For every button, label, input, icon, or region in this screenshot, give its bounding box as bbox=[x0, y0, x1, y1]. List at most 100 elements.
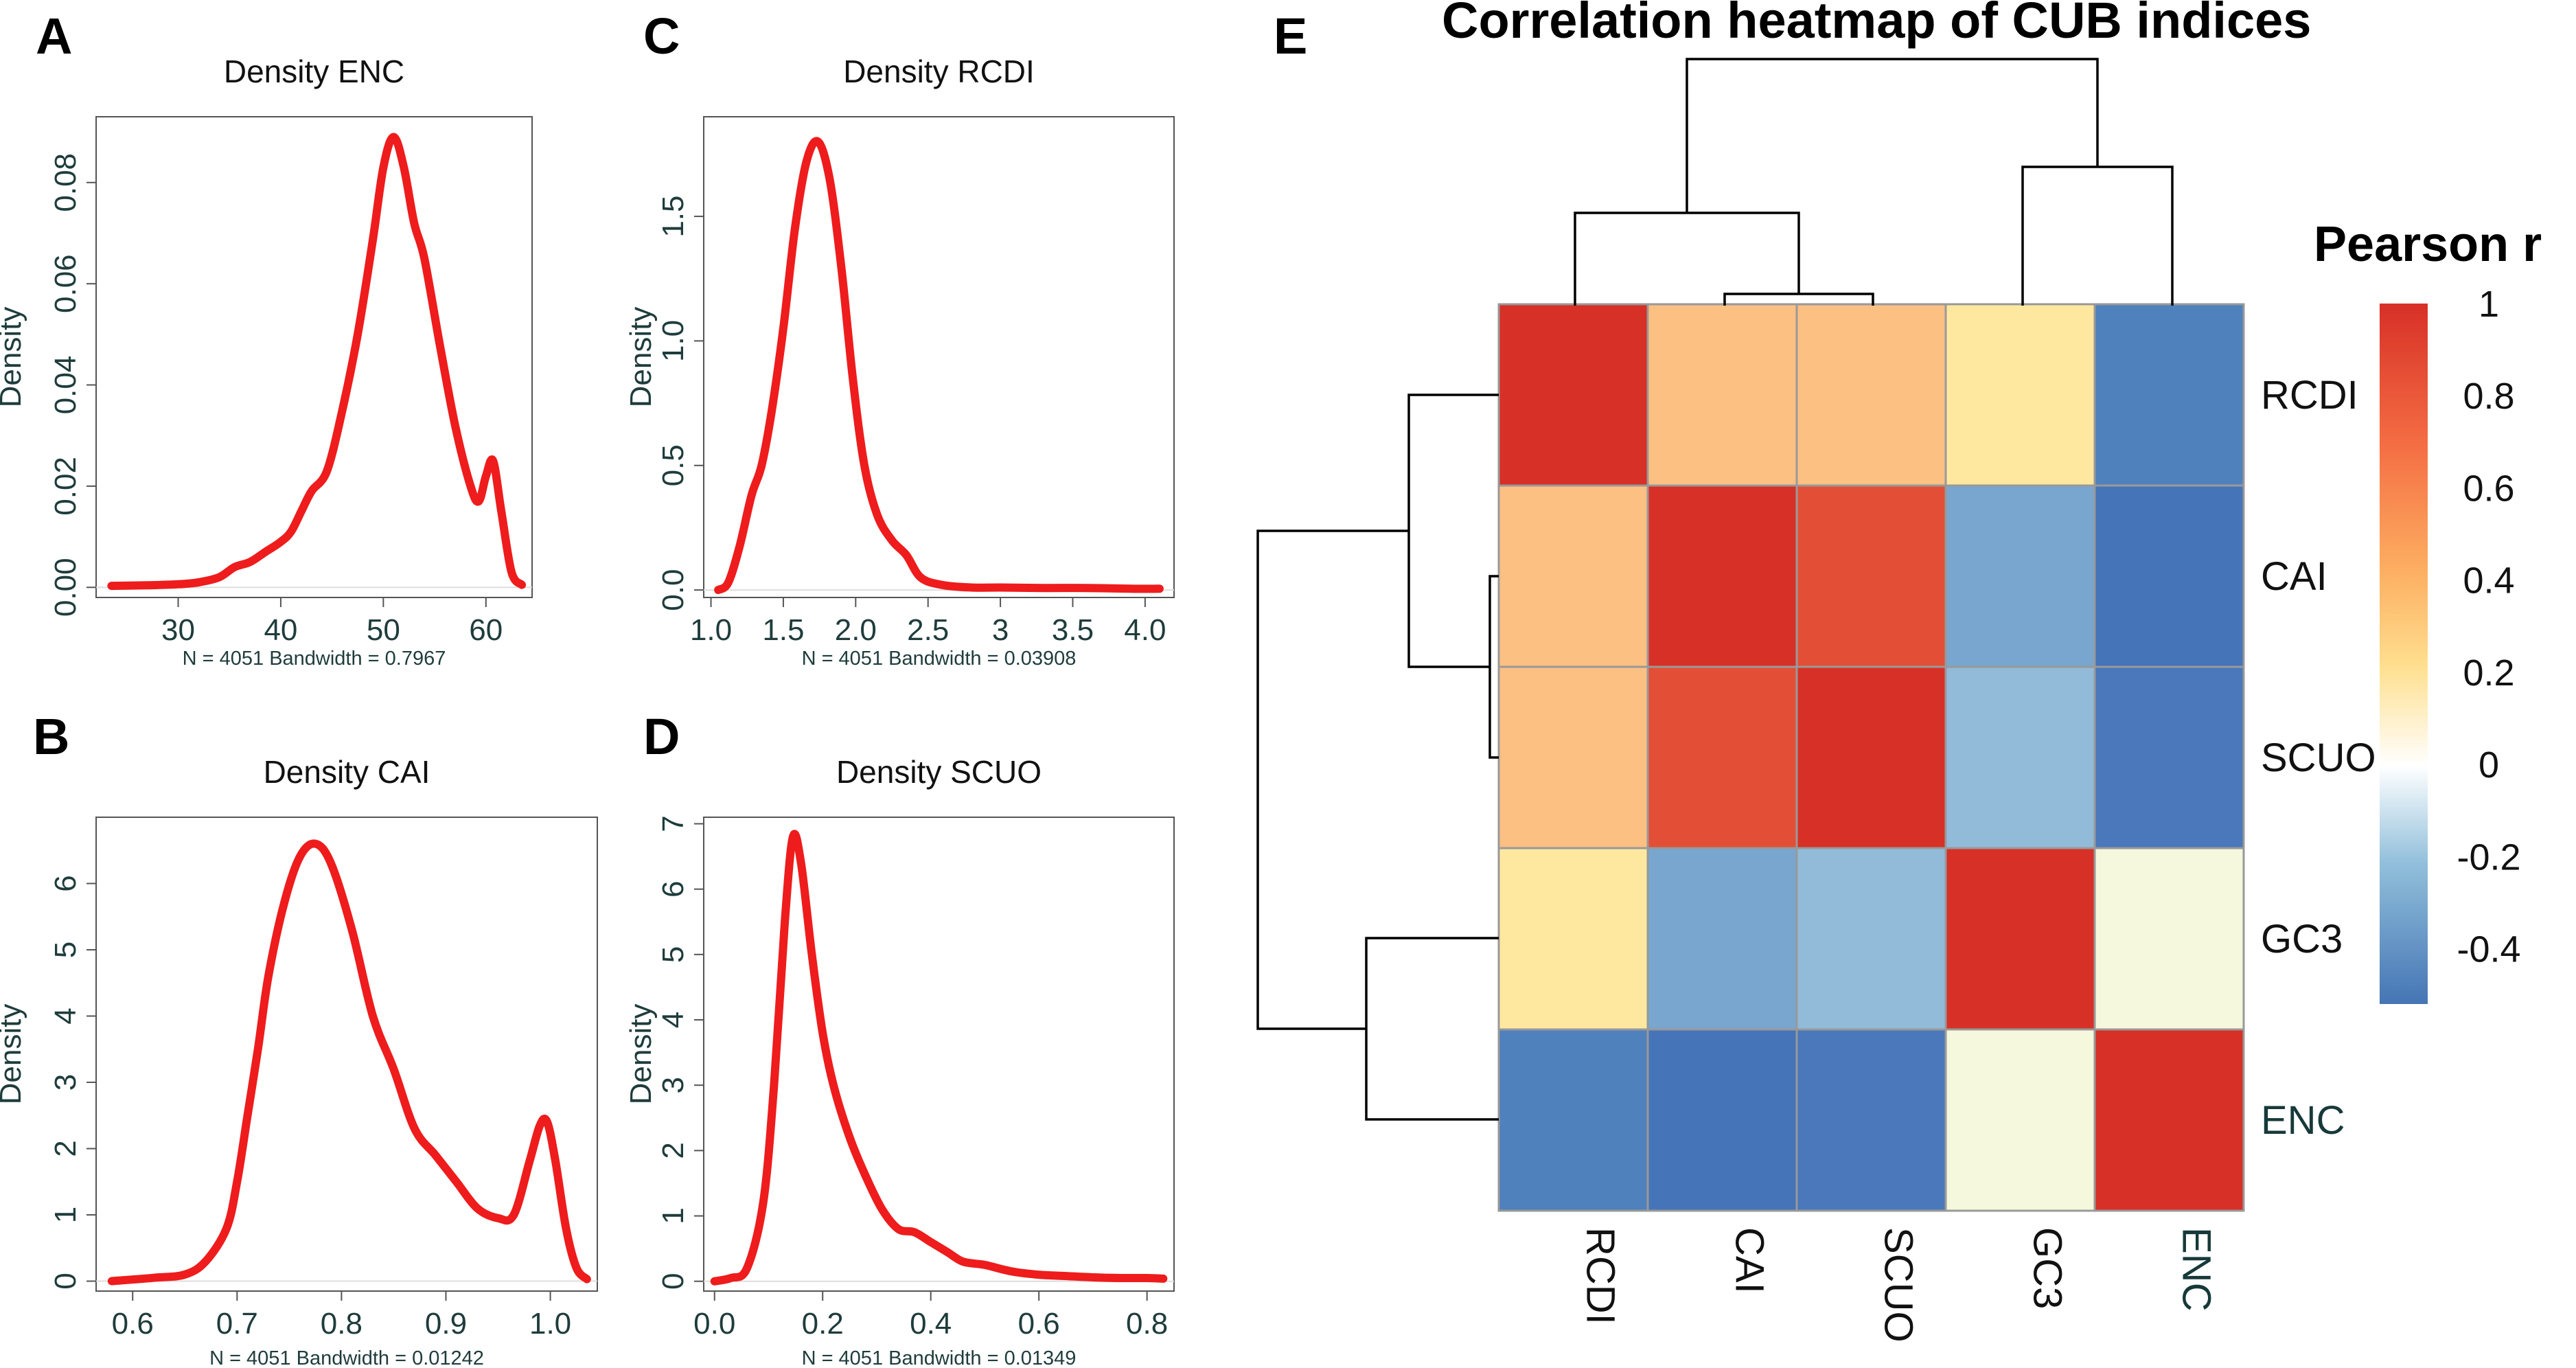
pd-ylabel: Density bbox=[624, 1004, 658, 1105]
pc-ytick-label: 0.5 bbox=[656, 444, 690, 486]
pc-ytick-label: 1.5 bbox=[656, 195, 690, 237]
row-dendro-cai-scuo bbox=[1488, 575, 1499, 759]
row-dendro-gc3-enc bbox=[1365, 937, 1499, 1121]
heatmap-cell-cai-scuo bbox=[1795, 484, 1947, 668]
panel-label-a: A bbox=[36, 8, 72, 65]
panel-label-b: B bbox=[33, 708, 69, 765]
pc-xtick-label: 2.0 bbox=[835, 613, 877, 647]
legend-colorbar bbox=[2380, 304, 2428, 1004]
pc-plot-frame bbox=[703, 116, 1175, 598]
row-label-cai: CAI bbox=[2261, 554, 2327, 599]
pc-title: Density RCDI bbox=[843, 54, 1035, 89]
row-label-gc3: GC3 bbox=[2261, 917, 2343, 961]
pb-ytick-label: 3 bbox=[49, 1074, 82, 1091]
density-panel-enc: Density ENC 30 40 50 60 0.00 0.02 0.04 0.06 0.08 D… bbox=[0, 54, 533, 670]
panel-label-c: C bbox=[643, 8, 680, 65]
pb-ytick-label: 2 bbox=[49, 1140, 82, 1156]
pc-ytick-label: 1.0 bbox=[656, 320, 690, 362]
pd-density-curve bbox=[710, 830, 1168, 1286]
pa-ytick-label: 0.06 bbox=[49, 254, 82, 313]
dendrogram bbox=[1256, 58, 2174, 1121]
pd-xtick-label: 0.0 bbox=[693, 1307, 735, 1341]
pa-ytick-label: 0.08 bbox=[49, 153, 82, 212]
legend-tick-label: 0.4 bbox=[2463, 560, 2514, 602]
heatmap-cell-enc-gc3 bbox=[1944, 1028, 2096, 1212]
pc-xtick-label: 3 bbox=[992, 613, 1009, 647]
heatmap-cell-enc-rcdi bbox=[1497, 1028, 1649, 1212]
pd-xtick-label: 0.4 bbox=[910, 1307, 952, 1341]
pa-ytick-label: 0.04 bbox=[49, 356, 82, 415]
pd-xlabel: N = 4051 Bandwidth = 0.01349 bbox=[802, 1347, 1077, 1368]
pa-title: Density ENC bbox=[224, 54, 404, 89]
legend-title: Pearson r bbox=[2314, 217, 2542, 272]
pb-xtick-label: 0.9 bbox=[425, 1307, 467, 1341]
pa-ylabel: Density bbox=[0, 307, 27, 408]
pa-xtick-label: 50 bbox=[367, 613, 400, 647]
density-panel-cai: Density CAI 0.6 0.7 0.8 0.9 1.0 0 1 2 3 4 5 6 Density… bbox=[0, 754, 598, 1368]
pb-ytick-label: 5 bbox=[49, 942, 82, 958]
density-panel-rcdi: Density RCDI 1.0 1.5 2.0 2.5 3 3.5 4.0 0.0 0.5 1.0… bbox=[624, 54, 1175, 670]
panel-label-e: E bbox=[1274, 8, 1307, 65]
heatmap-cell-gc3-scuo bbox=[1795, 847, 1947, 1031]
pb-xtick-label: 1.0 bbox=[529, 1307, 571, 1341]
heatmap-cell-rcdi-cai bbox=[1646, 303, 1798, 487]
pa-plot-frame bbox=[95, 116, 533, 598]
pa-xlabel: N = 4051 Bandwidth = 0.7967 bbox=[183, 648, 446, 670]
pb-xtick-label: 0.8 bbox=[321, 1307, 363, 1341]
pa-xtick-label: 60 bbox=[469, 613, 503, 647]
heatmap-cell-scuo-cai bbox=[1646, 665, 1798, 850]
col-label-rcdi: RCDI bbox=[1578, 1227, 1623, 1325]
pb-density-curve bbox=[107, 839, 591, 1286]
heatmap-cell-rcdi-gc3 bbox=[1944, 303, 2096, 487]
heatmap-cell-rcdi-enc bbox=[2093, 303, 2245, 487]
heatmap-cell-enc-enc bbox=[2093, 1028, 2245, 1212]
density-panel-scuo: Density SCUO 0.0 0.2 0.4 0.6 0.8 0 1 2 3 4 5 6 7 Densi… bbox=[624, 754, 1175, 1368]
pd-xtick-label: 0.2 bbox=[802, 1307, 844, 1341]
pb-ytick-label: 6 bbox=[49, 875, 82, 891]
heatmap-cell-cai-cai bbox=[1646, 484, 1798, 668]
pc-density-curve bbox=[714, 137, 1164, 595]
pb-xtick-label: 0.6 bbox=[112, 1307, 154, 1341]
heatmap-cell-gc3-rcdi bbox=[1497, 847, 1649, 1031]
col-label-gc3: GC3 bbox=[2025, 1227, 2070, 1309]
pd-ytick-label: 3 bbox=[656, 1077, 690, 1093]
pd-ytick-label: 7 bbox=[656, 815, 690, 832]
legend-tick-label: -0.2 bbox=[2457, 836, 2520, 878]
pb-ylabel: Density bbox=[0, 1004, 27, 1105]
pd-ytick-label: 4 bbox=[656, 1012, 690, 1028]
col-label-enc: ENC bbox=[2174, 1227, 2219, 1311]
heatmap-cell-rcdi-scuo bbox=[1795, 303, 1947, 487]
legend-tick-label: 0 bbox=[2479, 744, 2499, 786]
pd-ytick-label: 5 bbox=[656, 946, 690, 963]
row-dendro-root bbox=[1256, 529, 1409, 1030]
pd-ytick-label: 2 bbox=[656, 1142, 690, 1159]
legend-ticks: 1 0.8 0.6 0.4 0.2 0 -0.2 -0.4 bbox=[2457, 284, 2520, 970]
pa-ytick-label: 0.02 bbox=[49, 457, 82, 516]
pa-xtick-label: 30 bbox=[161, 613, 195, 647]
pd-xtick-label: 0.8 bbox=[1126, 1307, 1168, 1341]
pd-ytick-label: 1 bbox=[656, 1207, 690, 1224]
heatmap-cell-cai-enc bbox=[2093, 484, 2245, 668]
panel-label-d: D bbox=[643, 708, 680, 765]
col-label-scuo: SCUO bbox=[1876, 1227, 1921, 1343]
heatmap-cell-rcdi-rcdi bbox=[1497, 303, 1649, 487]
heatmap-cells bbox=[1497, 303, 2245, 1212]
col-dendro-gc3-enc bbox=[2021, 166, 2174, 306]
col-dendro-root bbox=[1686, 58, 2099, 213]
heatmap-cell-cai-rcdi bbox=[1497, 484, 1649, 668]
pc-xtick-label: 2.5 bbox=[907, 613, 949, 647]
row-dendro-rcdi-group bbox=[1407, 394, 1499, 668]
correlation-heatmap: Correlation heatmap of CUB indices bbox=[1256, 0, 2542, 1343]
pc-xtick-label: 3.5 bbox=[1052, 613, 1094, 647]
pd-xtick-label: 0.6 bbox=[1018, 1307, 1060, 1341]
pb-plot-frame bbox=[95, 817, 598, 1292]
pb-ytick-label: 0 bbox=[49, 1273, 82, 1289]
heatmap-cell-scuo-rcdi bbox=[1497, 665, 1649, 850]
heatmap-cell-cai-gc3 bbox=[1944, 484, 2096, 668]
pc-xlabel: N = 4051 Bandwidth = 0.03908 bbox=[802, 648, 1077, 670]
heatmap-labels: RCDI CAI SCUO GC3 ENC RCDI CAI SCUO GC3 ENC bbox=[1578, 373, 2376, 1343]
col-dendro-rcdi-group bbox=[1574, 212, 1800, 306]
pd-ytick-label: 6 bbox=[656, 880, 690, 897]
pc-ylabel: Density bbox=[624, 307, 658, 408]
